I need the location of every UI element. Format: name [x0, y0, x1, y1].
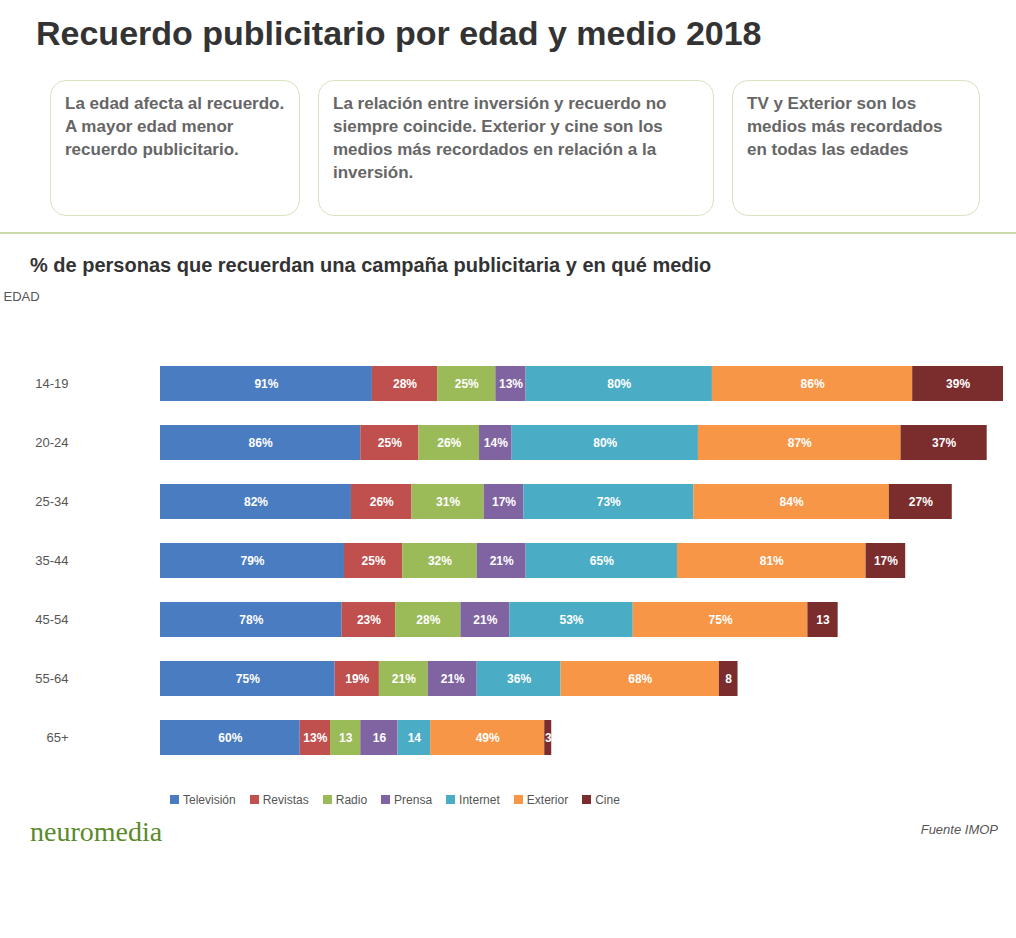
svg-text:17%: 17% — [874, 554, 898, 568]
svg-text:91%: 91% — [254, 377, 278, 391]
svg-text:49%: 49% — [476, 731, 500, 745]
html-text:% de personas que recuerdan un: % de personas que recuerdan una campaña … — [30, 254, 712, 276]
html-text:neuromedia: neuromedia — [30, 816, 163, 847]
svg-text:3: 3 — [545, 731, 552, 745]
svg-text:53%: 53% — [560, 613, 584, 627]
svg-text:68%: 68% — [628, 672, 652, 686]
svg-text:28%: 28% — [393, 377, 417, 391]
svg-text:65%: 65% — [590, 554, 614, 568]
html-text:Televisión: Televisión — [183, 793, 236, 807]
svg-text:36%: 36% — [507, 672, 531, 686]
svg-text:80%: 80% — [607, 377, 631, 391]
svg-text:32%: 32% — [428, 554, 452, 568]
svg-text:35-44: 35-44 — [35, 553, 68, 568]
svg-text:17%: 17% — [492, 495, 516, 509]
html-text:TV y Exterior son los medios m: TV y Exterior son los medios más recorda… — [747, 94, 943, 159]
svg-text:31%: 31% — [436, 495, 460, 509]
svg-text:20-24: 20-24 — [35, 435, 68, 450]
svg-text:37%: 37% — [932, 436, 956, 450]
svg-text:60%: 60% — [218, 731, 242, 745]
svg-text:45-54: 45-54 — [35, 612, 68, 627]
svg-text:82%: 82% — [244, 495, 268, 509]
html-text:Prensa: Prensa — [394, 793, 433, 807]
svg-text:14-19: 14-19 — [35, 376, 68, 391]
svg-text:27%: 27% — [909, 495, 933, 509]
html-text:La relación entre inversión y: La relación entre inversión y recuerdo n… — [333, 94, 667, 182]
svg-text:21%: 21% — [490, 554, 514, 568]
svg-text:26%: 26% — [437, 436, 461, 450]
svg-text:28%: 28% — [416, 613, 440, 627]
svg-text:21%: 21% — [473, 613, 497, 627]
svg-text:79%: 79% — [240, 554, 264, 568]
svg-text:25-34: 25-34 — [35, 494, 68, 509]
svg-text:86%: 86% — [801, 377, 825, 391]
svg-text:73%: 73% — [597, 495, 621, 509]
svg-text:8: 8 — [725, 672, 732, 686]
html-text:Exterior: Exterior — [526, 793, 569, 807]
html-text:Internet: Internet — [459, 793, 500, 807]
svg-text:25%: 25% — [362, 554, 386, 568]
svg-text:78%: 78% — [239, 613, 263, 627]
html-text:Cine: Cine — [595, 793, 620, 807]
svg-text:65+: 65+ — [46, 730, 68, 745]
svg-text:19%: 19% — [345, 672, 369, 686]
svg-text:EDAD: EDAD — [4, 289, 40, 304]
html-text:Fuente IMOP: Fuente IMOP — [920, 822, 998, 837]
svg-text:87%: 87% — [788, 436, 812, 450]
svg-text:16: 16 — [373, 731, 387, 745]
svg-text:13: 13 — [339, 731, 353, 745]
svg-text:21%: 21% — [392, 672, 416, 686]
svg-text:75%: 75% — [709, 613, 733, 627]
html-text:Radio: Radio — [335, 793, 368, 807]
svg-text:23%: 23% — [357, 613, 381, 627]
html-text:Recuerdo publicitario por edad: Recuerdo publicitario por edad y medio 2… — [36, 14, 762, 52]
html-text:Revistas: Revistas — [262, 793, 309, 807]
svg-text:25%: 25% — [455, 377, 479, 391]
html-text:La edad afecta al recuerdo. A: La edad afecta al recuerdo. A mayor edad… — [65, 94, 285, 159]
svg-text:14: 14 — [408, 731, 422, 745]
svg-text:14%: 14% — [484, 436, 508, 450]
svg-text:13: 13 — [816, 613, 830, 627]
svg-text:13%: 13% — [499, 377, 523, 391]
svg-text:75%: 75% — [236, 672, 260, 686]
svg-text:80%: 80% — [593, 436, 617, 450]
svg-text:26%: 26% — [370, 495, 394, 509]
svg-text:25%: 25% — [378, 436, 402, 450]
svg-text:13%: 13% — [303, 731, 327, 745]
svg-text:86%: 86% — [249, 436, 273, 450]
svg-text:81%: 81% — [760, 554, 784, 568]
svg-text:39%: 39% — [946, 377, 970, 391]
svg-text:21%: 21% — [441, 672, 465, 686]
svg-text:84%: 84% — [780, 495, 804, 509]
svg-text:55-64: 55-64 — [35, 671, 68, 686]
